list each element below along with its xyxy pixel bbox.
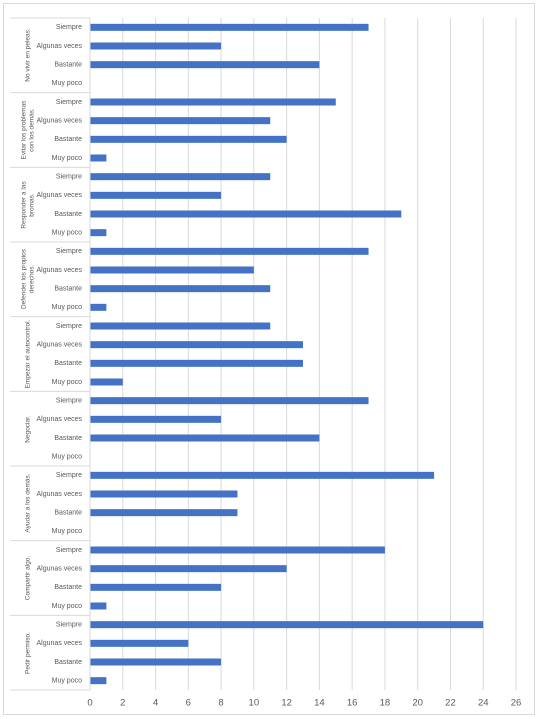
category-label: Bastante bbox=[54, 510, 82, 517]
bar bbox=[90, 509, 238, 517]
category-label: Siempre bbox=[56, 323, 82, 330]
bar bbox=[90, 154, 107, 162]
bar bbox=[90, 341, 303, 349]
category-label: Bastante bbox=[54, 435, 82, 442]
x-tick-label: 16 bbox=[347, 698, 358, 709]
bar bbox=[90, 210, 402, 218]
category-label: Siempre bbox=[56, 622, 82, 629]
chart-border bbox=[3, 3, 535, 715]
category-label: Siempre bbox=[56, 99, 82, 106]
bar bbox=[90, 247, 369, 255]
x-tick-label: 14 bbox=[314, 698, 325, 709]
category-label: Muy poco bbox=[52, 155, 82, 162]
category-label: Muy poco bbox=[52, 454, 82, 461]
bar bbox=[90, 490, 238, 498]
bar bbox=[90, 621, 484, 629]
bar bbox=[90, 546, 385, 554]
bar bbox=[90, 23, 369, 31]
bar bbox=[90, 135, 287, 143]
bar bbox=[90, 285, 271, 293]
category-label: Algunas veces bbox=[36, 416, 82, 423]
category-label: Bastante bbox=[54, 62, 82, 69]
category-label: Siempre bbox=[56, 248, 82, 255]
bar bbox=[90, 434, 320, 442]
group-label: Pedir permiso. bbox=[23, 631, 31, 674]
category-label: Bastante bbox=[54, 360, 82, 367]
x-tick-label: 0 bbox=[87, 698, 92, 709]
category-label: Algunas veces bbox=[36, 640, 82, 647]
category-label: Muy poco bbox=[52, 603, 82, 610]
category-label: Bastante bbox=[54, 286, 82, 293]
category-label: Algunas veces bbox=[36, 192, 82, 199]
x-tick-label: 4 bbox=[153, 698, 158, 709]
category-label: Algunas veces bbox=[36, 118, 82, 125]
bar bbox=[90, 359, 303, 367]
category-label: Siempre bbox=[56, 547, 82, 554]
group-label: Ayudar a los demás. bbox=[23, 473, 31, 533]
category-label: Muy poco bbox=[52, 528, 82, 535]
bar bbox=[90, 415, 222, 423]
category-label: Bastante bbox=[54, 659, 82, 666]
bar bbox=[90, 191, 222, 199]
bar bbox=[90, 658, 222, 666]
bar bbox=[90, 397, 369, 405]
category-label: Muy poco bbox=[52, 678, 82, 685]
group-label: Defender los propios derechos. bbox=[19, 249, 35, 310]
bar bbox=[90, 639, 189, 647]
x-tick-label: 8 bbox=[218, 698, 223, 709]
bar bbox=[90, 602, 107, 610]
category-label: Siempre bbox=[56, 398, 82, 405]
category-label: Bastante bbox=[54, 136, 82, 143]
bar bbox=[90, 42, 222, 50]
bar bbox=[90, 565, 287, 573]
x-tick-label: 2 bbox=[120, 698, 125, 709]
bar bbox=[90, 471, 435, 479]
category-label: Siempre bbox=[56, 24, 82, 31]
category-label: Muy poco bbox=[52, 304, 82, 311]
category-label: Algunas veces bbox=[36, 566, 82, 573]
bar bbox=[90, 61, 320, 69]
category-label: Bastante bbox=[54, 584, 82, 591]
bar bbox=[90, 322, 271, 330]
bar bbox=[90, 303, 107, 311]
category-label: Bastante bbox=[54, 211, 82, 218]
category-label: Muy poco bbox=[52, 80, 82, 87]
x-tick-label: 18 bbox=[380, 698, 391, 709]
x-tick-label: 6 bbox=[186, 698, 191, 709]
group-label: No vivir en peleas. bbox=[23, 28, 31, 83]
group-label: Evitar los problemas con los demás. bbox=[19, 100, 35, 160]
bar bbox=[90, 229, 107, 237]
category-label: Siempre bbox=[56, 472, 82, 479]
category-label: Algunas veces bbox=[36, 43, 82, 50]
group-label: Empezar el autocontrol. bbox=[23, 319, 31, 389]
category-label: Muy poco bbox=[52, 379, 82, 386]
bar bbox=[90, 117, 271, 125]
bar bbox=[90, 98, 336, 106]
bar bbox=[90, 173, 271, 181]
group-label: Compartir algo. bbox=[23, 555, 31, 601]
category-label: Siempre bbox=[56, 174, 82, 181]
x-tick-label: 24 bbox=[478, 698, 489, 709]
category-label: Algunas veces bbox=[36, 342, 82, 349]
x-tick-label: 10 bbox=[249, 698, 260, 709]
group-label: Responder a las bromas. bbox=[19, 180, 35, 229]
category-label: Muy poco bbox=[52, 230, 82, 237]
bar bbox=[90, 677, 107, 685]
x-tick-label: 26 bbox=[511, 698, 522, 709]
x-tick-label: 20 bbox=[412, 698, 423, 709]
category-label: Algunas veces bbox=[36, 267, 82, 274]
category-label: Algunas veces bbox=[36, 491, 82, 498]
bar bbox=[90, 378, 123, 386]
bar bbox=[90, 583, 222, 591]
x-tick-label: 12 bbox=[281, 698, 292, 709]
x-tick-label: 22 bbox=[445, 698, 456, 709]
group-label: Negociar. bbox=[23, 414, 31, 443]
bar bbox=[90, 266, 254, 274]
